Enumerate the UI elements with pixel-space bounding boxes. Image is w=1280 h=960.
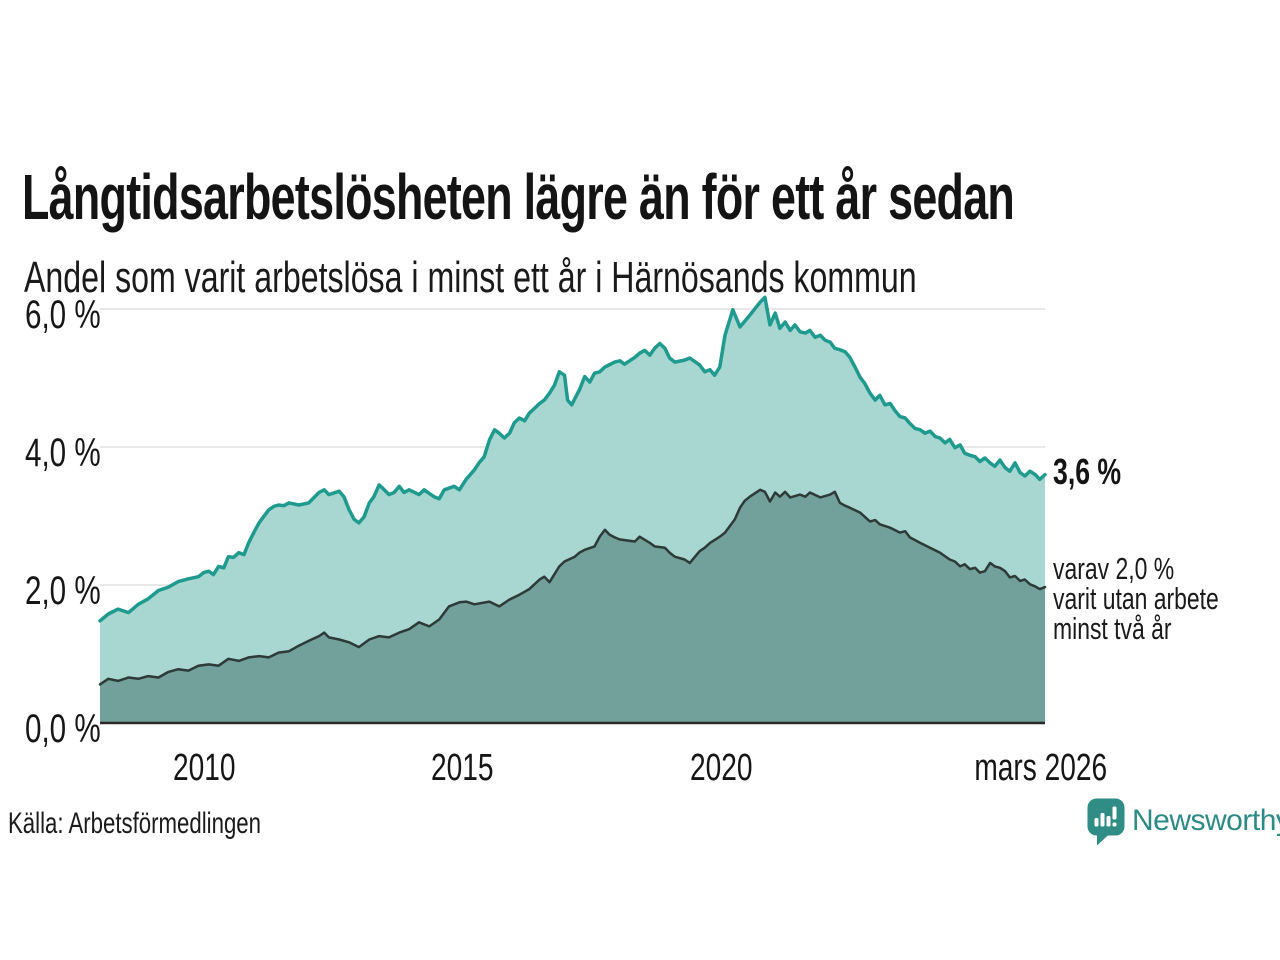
annotation-secondary-series: varav 2,0 % varit utan arbete minst två … xyxy=(1053,551,1219,647)
annotation-secondary-line-1: varav 2,0 % xyxy=(1053,551,1175,587)
annotation-secondary-line-2: varit utan arbete xyxy=(1053,581,1219,617)
newsworthy-bubble-bar-chart-icon xyxy=(1087,798,1125,846)
page-title: Långtidsarbetslösheten lägre än för ett … xyxy=(22,160,1015,233)
y-tick-label: 0,0 % xyxy=(25,707,101,751)
x-tick-label: 2020 xyxy=(689,747,753,789)
y-tick-label: 4,0 % xyxy=(25,431,101,475)
newsworthy-wordmark: Newsworthy xyxy=(1132,804,1280,837)
annotation-secondary-line-3: minst två år xyxy=(1053,611,1172,647)
y-tick-label: 6,0 % xyxy=(25,293,101,337)
page-subtitle: Andel som varit arbetslösa i minst ett å… xyxy=(24,253,917,302)
annotation-latest-total: 3,6 % xyxy=(1053,450,1122,492)
source-credit: Källa: Arbetsförmedlingen xyxy=(8,807,261,840)
newsworthy-logo[interactable]: Newsworthy xyxy=(1086,797,1280,853)
x-tick-label: 2015 xyxy=(430,747,494,789)
x-tick-label: mars 2026 xyxy=(974,747,1108,789)
y-tick-label: 2,0 % xyxy=(25,569,101,613)
x-tick-label: 2010 xyxy=(172,747,236,789)
area-chart-canvas xyxy=(98,295,1047,725)
